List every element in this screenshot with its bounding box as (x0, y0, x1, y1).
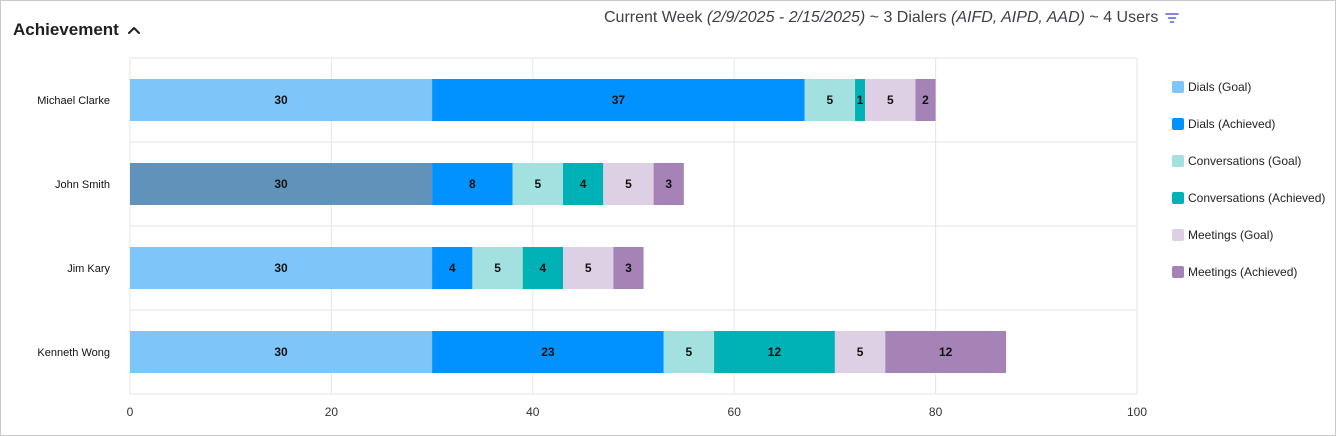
y-category-label: Jim Kary (67, 263, 110, 275)
data-label: 3 (665, 177, 672, 191)
bar-segment[interactable] (603, 163, 654, 205)
data-label: 5 (686, 345, 693, 359)
bar-segment[interactable] (563, 247, 614, 289)
legend-label: Meetings (Achieved) (1188, 264, 1298, 279)
legend-item[interactable]: Meetings (Goal) (1172, 216, 1325, 253)
section-title: Achievement (13, 20, 119, 39)
data-label: 2 (922, 93, 929, 107)
range-dates: (2/9/2025 - 2/15/2025) (706, 9, 866, 26)
legend-label: Dials (Goal) (1188, 79, 1252, 94)
data-label: 30 (274, 345, 288, 359)
bar-segment[interactable] (865, 79, 916, 121)
range-prefix: Current Week (604, 9, 707, 26)
y-category-label: John Smith (55, 179, 110, 191)
x-tick-label: 80 (929, 405, 943, 419)
x-tick-label: 0 (127, 405, 134, 419)
bar-segment[interactable] (130, 331, 433, 373)
data-label: 30 (274, 177, 288, 191)
bar-segment[interactable] (512, 163, 564, 205)
data-label: 12 (939, 345, 953, 359)
data-label: 30 (274, 93, 288, 107)
bar-segment[interactable] (432, 163, 513, 205)
data-label: 8 (469, 177, 476, 191)
legend-swatch (1172, 191, 1184, 204)
bar-segment[interactable] (432, 247, 473, 289)
y-category-label: Michael Clarke (37, 95, 110, 107)
bar-segment[interactable] (130, 79, 433, 121)
legend-swatch (1172, 265, 1184, 278)
data-label: 5 (887, 93, 894, 107)
x-tick-label: 20 (325, 405, 339, 419)
legend-label: Meetings (Goal) (1188, 227, 1274, 242)
legend-item[interactable]: Conversations (Goal) (1172, 142, 1325, 179)
x-tick-label: 60 (728, 405, 742, 419)
legend-label: Conversations (Goal) (1188, 153, 1302, 168)
x-tick-label: 100 (1127, 405, 1147, 419)
data-label: 1 (857, 93, 864, 107)
filter-icon[interactable] (1165, 11, 1180, 25)
bar-segment[interactable] (855, 79, 866, 121)
dialers-list: (AIFD, AIPD, AAD) (951, 9, 1085, 26)
bar-segment[interactable] (472, 247, 523, 289)
bar-segment[interactable] (804, 79, 856, 121)
data-label: 4 (449, 261, 456, 275)
data-label: 5 (534, 177, 541, 191)
dialers-count: ~ 3 Dialers (865, 9, 952, 26)
bar-segment[interactable] (613, 247, 644, 289)
data-label: 4 (580, 177, 587, 191)
data-label: 12 (768, 345, 782, 359)
legend-swatch (1172, 228, 1184, 241)
data-label: 5 (827, 93, 834, 107)
x-tick-label: 40 (526, 405, 540, 419)
legend-label: Dials (Achieved) (1188, 116, 1276, 131)
bar-segment[interactable] (915, 79, 936, 121)
bar-segment[interactable] (432, 79, 805, 121)
data-label: 5 (857, 345, 864, 359)
data-label: 5 (585, 261, 592, 275)
legend-item[interactable]: Dials (Goal) (1172, 68, 1325, 105)
y-category-label: Kenneth Wong (37, 347, 110, 359)
users-count: ~ 4 Users (1084, 9, 1159, 26)
bar-segment[interactable] (522, 247, 564, 289)
bar-segment[interactable] (885, 331, 1007, 373)
bar-segment[interactable] (432, 331, 664, 373)
bar-segment[interactable] (563, 163, 604, 205)
legend-label: Conversations (Achieved) (1188, 190, 1326, 205)
legend-item[interactable]: Meetings (Achieved) (1172, 253, 1325, 290)
data-label: 4 (540, 261, 547, 275)
section-header-toggle[interactable]: Achievement (13, 20, 141, 40)
bar-segment[interactable] (130, 247, 433, 289)
chevron-up-icon[interactable] (127, 23, 141, 37)
legend-swatch (1172, 80, 1184, 93)
bar-segment[interactable] (130, 163, 433, 205)
legend-item[interactable]: Dials (Achieved) (1172, 105, 1325, 142)
bar-segment[interactable] (653, 163, 684, 205)
data-label: 30 (274, 261, 288, 275)
data-label: 5 (494, 261, 501, 275)
legend-item[interactable]: Conversations (Achieved) (1172, 179, 1325, 216)
bar-segment[interactable] (714, 331, 835, 373)
data-label: 37 (612, 93, 626, 107)
legend-swatch (1172, 117, 1184, 130)
bar-segment[interactable] (834, 331, 886, 373)
data-label: 5 (625, 177, 632, 191)
date-range-summary: Current Week (2/9/2025 - 2/15/2025) ~ 3 … (604, 9, 1180, 27)
bar-segment[interactable] (663, 331, 715, 373)
legend-swatch (1172, 154, 1184, 167)
data-label: 3 (625, 261, 632, 275)
data-label: 23 (541, 345, 555, 359)
chart-legend: Dials (Goal) Dials (Achieved) Conversation… (1172, 68, 1325, 290)
